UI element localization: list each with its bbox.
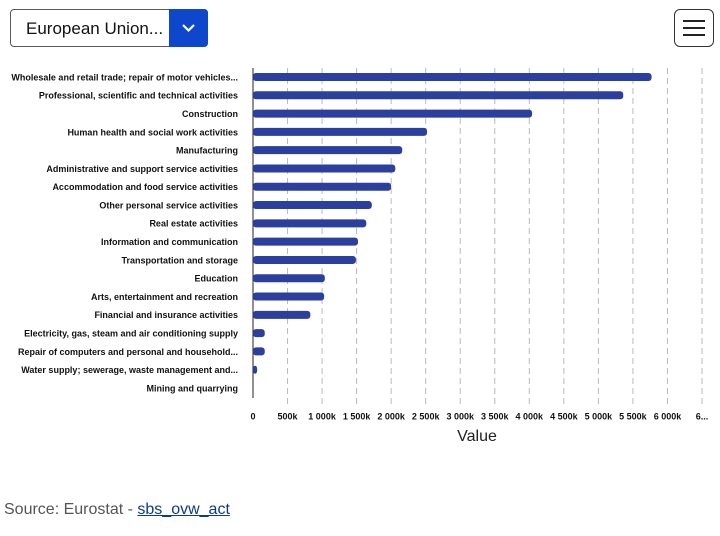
- y-tick-label: Transportation and storage: [121, 255, 238, 265]
- y-tick-label: Professional, scientific and technical a…: [39, 91, 238, 101]
- bar: [253, 73, 652, 81]
- bar: [253, 237, 358, 246]
- y-tick-label: Financial and insurance activities: [94, 310, 238, 320]
- bar: [253, 127, 428, 136]
- y-tick-label: Other personal service activities: [99, 200, 238, 210]
- hamburger-icon: [683, 20, 705, 36]
- menu-button[interactable]: [674, 9, 714, 47]
- bar: [253, 274, 325, 283]
- y-tick-label: Mining and quarrying: [147, 383, 239, 393]
- x-tick-label: 0: [250, 411, 255, 421]
- bar: [253, 310, 311, 319]
- y-tick-label: Electricity, gas, steam and air conditio…: [24, 328, 238, 338]
- x-tick-label: 500k: [278, 411, 299, 421]
- dropdown-button[interactable]: [169, 9, 208, 47]
- y-tick-label: Wholesale and retail trade; repair of mo…: [11, 72, 238, 82]
- x-tick-label: 6 000k: [654, 411, 683, 421]
- y-tick-label: Repair of computers and personal and hou…: [18, 347, 238, 357]
- bar: [253, 292, 325, 301]
- y-tick-label: Administrative and support service activ…: [46, 164, 238, 174]
- bar: [253, 164, 396, 173]
- x-tick-label: 5 500k: [619, 411, 648, 421]
- x-tick-label: 4 000k: [516, 411, 545, 421]
- y-tick-label: Water supply; sewerage, waste management…: [21, 365, 238, 375]
- y-tick-label: Real estate activities: [149, 219, 238, 229]
- bar: [253, 219, 367, 228]
- bar: [253, 255, 356, 264]
- y-tick-label: Information and communication: [101, 237, 238, 247]
- x-tick-label: 2 500k: [412, 411, 441, 421]
- x-tick-label: 3 000k: [446, 411, 475, 421]
- x-tick-label: 5 000k: [585, 411, 614, 421]
- x-tick-label: 6...: [696, 411, 709, 421]
- bar: [253, 365, 258, 374]
- chart: Value 0 500k 1 000k 1 500k 2 000k 2 500k 3 000…: [11, 68, 709, 445]
- y-tick-label: Arts, entertainment and recreation: [91, 292, 238, 302]
- chevron-icon: [182, 24, 195, 33]
- y-tick-label: Construction: [182, 109, 238, 119]
- bar: [253, 109, 533, 118]
- y-tick-label: Human health and social work activities: [67, 127, 238, 137]
- bar: [253, 347, 265, 356]
- x-tick-label: 2 000k: [377, 411, 406, 421]
- x-tick-label: 1 000k: [308, 411, 337, 421]
- bar: [253, 91, 624, 100]
- source: Source: Eurostat - sbs_ovw_act: [4, 501, 230, 519]
- y-tick-label: Accommodation and food service activitie…: [52, 182, 238, 192]
- bar: [253, 329, 265, 338]
- bar: [253, 182, 392, 191]
- x-tick-label: 1 500k: [343, 411, 372, 421]
- y-tick-label: Education: [194, 274, 238, 284]
- x-tick-label: 3 500k: [481, 411, 510, 421]
- bar: [253, 146, 403, 155]
- x-tick-label: 4 500k: [550, 411, 579, 421]
- x-axis-title: Value: [457, 428, 497, 445]
- dropdown-label: European Union...: [26, 19, 164, 38]
- source-text: Source: Eurostat -: [4, 501, 133, 518]
- country-dropdown[interactable]: European Union...: [10, 9, 208, 47]
- y-tick-label: Manufacturing: [176, 146, 238, 156]
- source-link[interactable]: sbs_ovw_act: [137, 501, 230, 518]
- bar: [253, 201, 372, 210]
